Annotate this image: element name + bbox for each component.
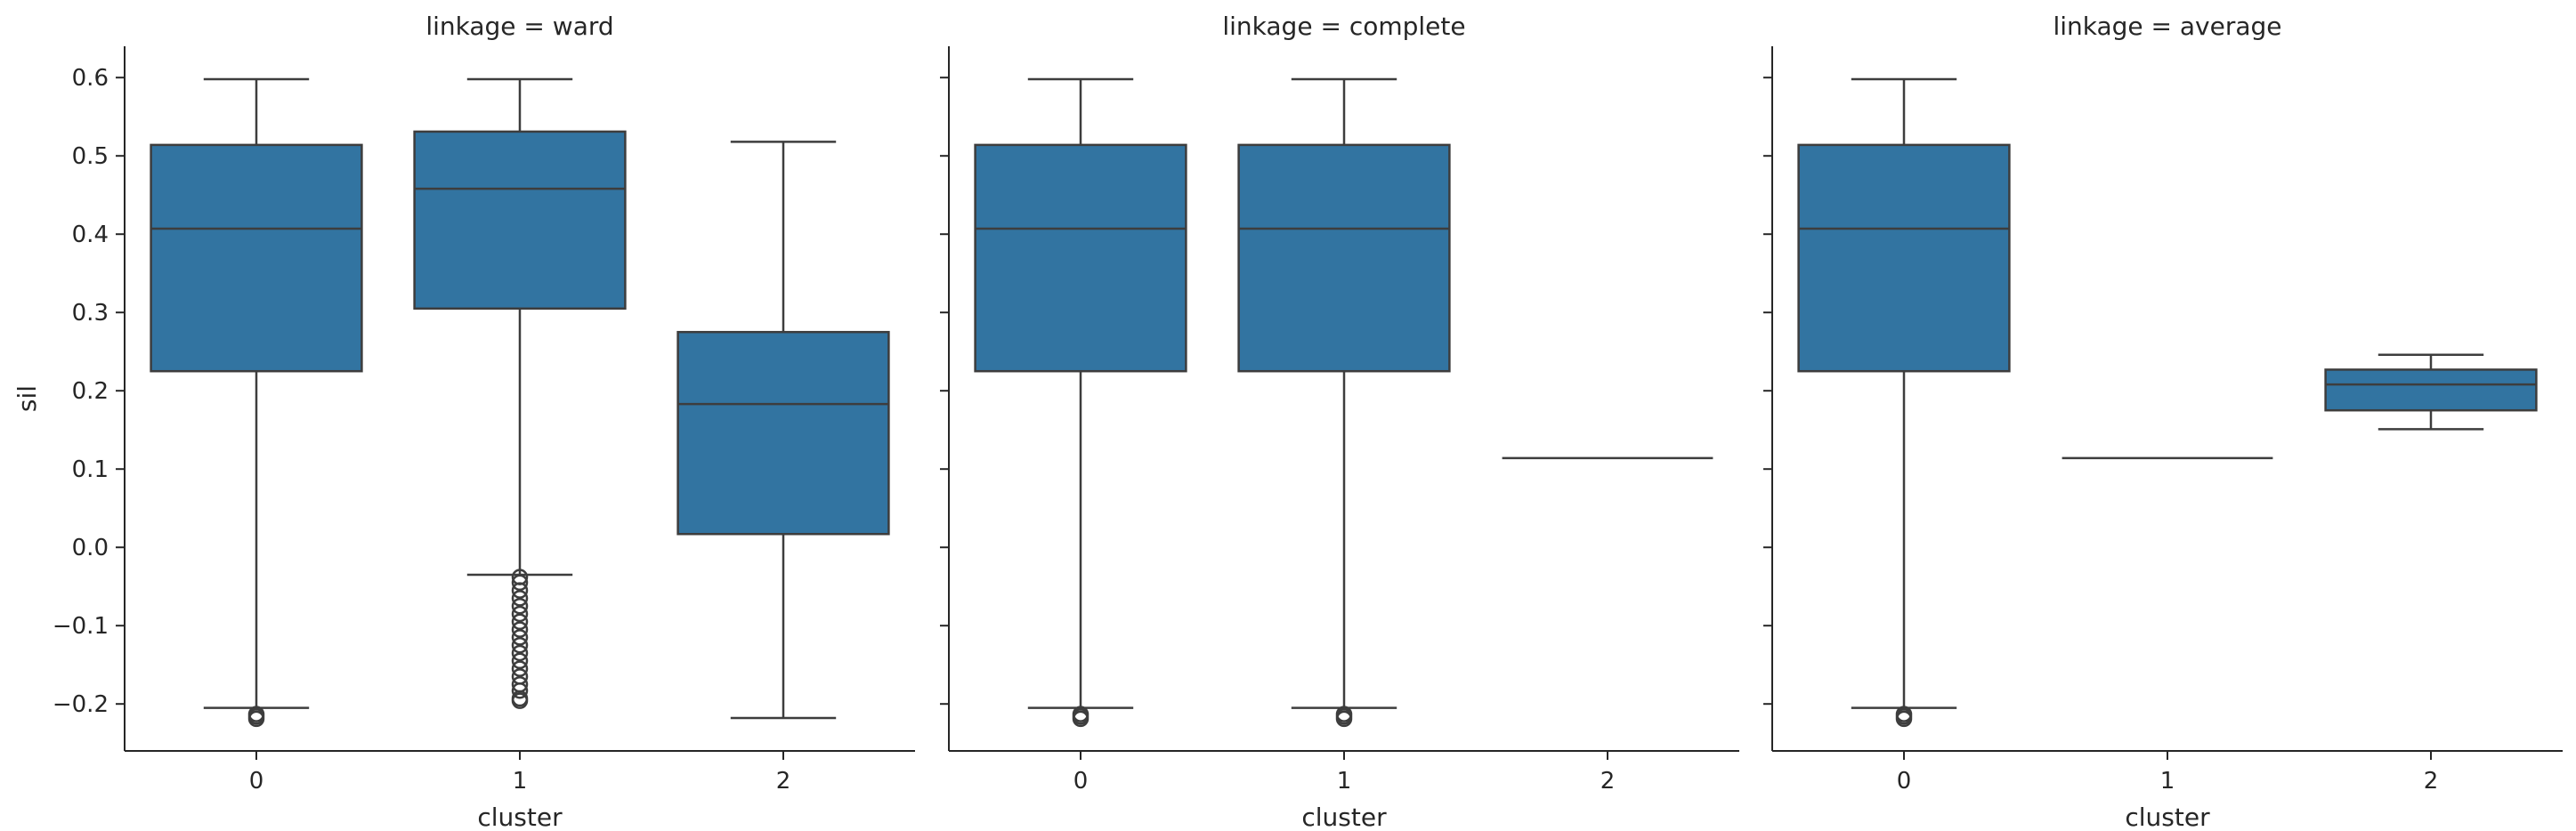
- box-outlier: [511, 629, 529, 646]
- box-outlier: [511, 660, 529, 677]
- x-tick-label: 1: [1337, 768, 1352, 795]
- box-outlier: [511, 597, 529, 615]
- panel-title: linkage = average: [2053, 12, 2281, 41]
- box-outlier: [511, 644, 529, 662]
- x-axis-label: cluster: [1301, 803, 1387, 831]
- box-outlier: [511, 682, 529, 699]
- x-axis-label: cluster: [477, 803, 563, 831]
- y-tick-label: 0.1: [72, 456, 109, 483]
- box-body: [676, 330, 890, 536]
- box-outlier: [511, 621, 529, 638]
- y-tick-label: 0.3: [72, 300, 109, 327]
- y-tick-label: 0.6: [72, 65, 109, 92]
- box-outlier: [511, 636, 529, 654]
- box-outlier: [1335, 710, 1353, 728]
- x-tick-label: 2: [2424, 768, 2439, 795]
- box-body: [413, 130, 627, 311]
- box-body: [974, 143, 1187, 373]
- y-tick-label: 0.5: [72, 143, 109, 170]
- x-tick-label: 1: [513, 768, 528, 795]
- y-tick-label: 0.0: [72, 535, 109, 561]
- box-outlier: [511, 613, 529, 631]
- x-tick-label: 2: [776, 768, 791, 795]
- panel-title: linkage = ward: [425, 12, 613, 41]
- x-tick-label: 0: [1073, 768, 1089, 795]
- box-outlier: [511, 692, 529, 709]
- y-axis-label: sil: [12, 385, 42, 412]
- y-tick-label: 0.4: [72, 222, 109, 248]
- box-outlier: [511, 605, 529, 623]
- x-tick-label: 1: [2160, 768, 2175, 795]
- y-tick-label: −0.2: [53, 691, 109, 718]
- x-axis-label: cluster: [2125, 803, 2210, 831]
- x-tick-label: 0: [249, 768, 264, 795]
- box-body: [150, 143, 363, 373]
- box-outlier: [511, 574, 529, 592]
- box-body: [2324, 368, 2538, 412]
- x-tick-label: 2: [1600, 768, 1616, 795]
- box-body: [1797, 143, 2011, 373]
- box-outlier: [511, 590, 529, 607]
- x-tick-label: 0: [1897, 768, 1912, 795]
- box-body: [1237, 143, 1451, 373]
- box-outlier: [1072, 710, 1090, 728]
- box-outlier: [511, 652, 529, 670]
- box-outlier: [1895, 710, 1913, 728]
- y-tick-label: −0.1: [53, 613, 109, 640]
- box-outlier: [511, 582, 529, 599]
- y-tick-label: 0.2: [72, 378, 109, 405]
- panel-title: linkage = complete: [1222, 12, 1465, 41]
- box-outlier: [247, 710, 265, 728]
